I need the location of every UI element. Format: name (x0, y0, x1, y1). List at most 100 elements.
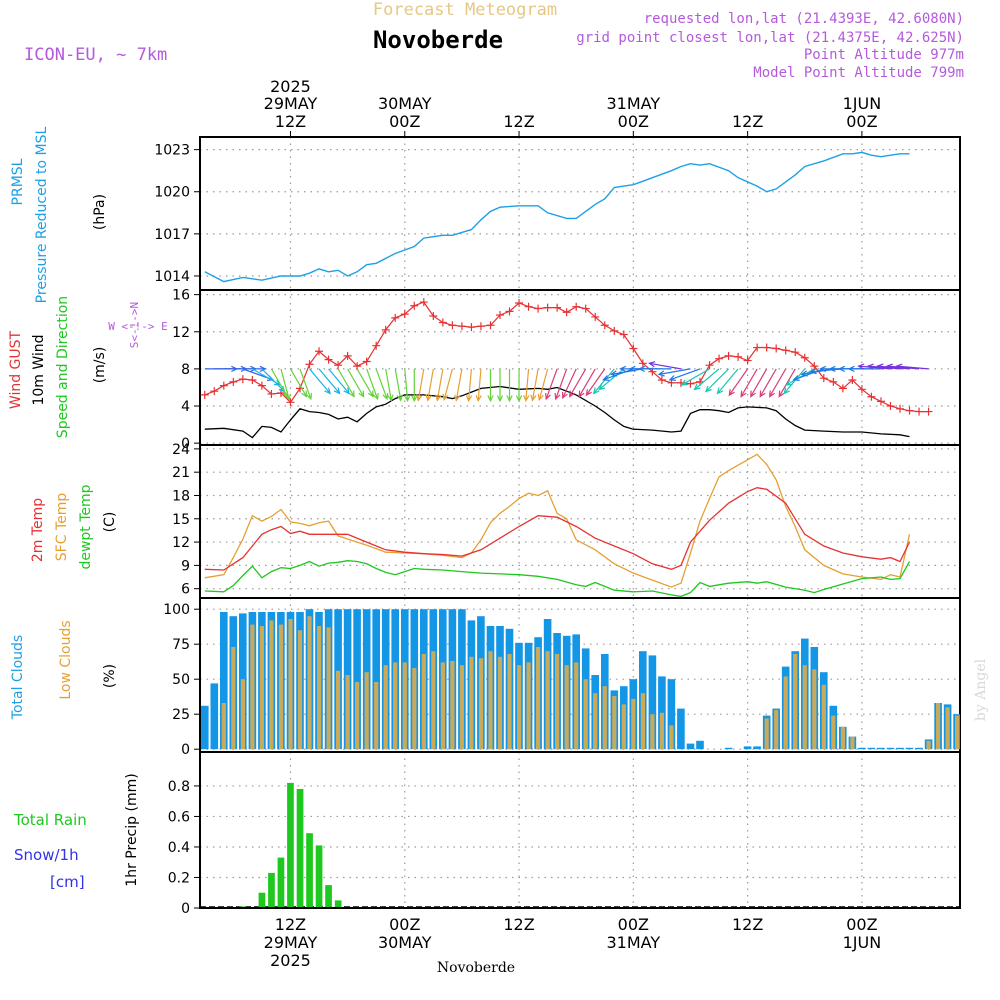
gust-marker-44 (619, 330, 628, 339)
wind-arrow-52 (668, 368, 701, 381)
wind-arrow-73 (866, 363, 901, 370)
wind-arrow-76 (895, 363, 929, 370)
total-cloud-bar-51 (686, 743, 695, 750)
requested-coords: requested lon,lat (21.4393E, 42.6080N) (644, 11, 964, 27)
ytick-label-temp-5: 21 (172, 465, 190, 481)
gust-marker-73 (896, 404, 904, 413)
wind-arrow-56 (716, 368, 739, 395)
total-cloud-bar-47 (648, 655, 657, 750)
gust-marker-25 (438, 318, 447, 327)
top-time-label-1-2: 00Z (389, 112, 420, 131)
wind-label-10m: 10m Wind (31, 334, 47, 405)
low-cloud-bar-3 (231, 647, 236, 750)
ytick-label-clouds-4: 100 (163, 602, 190, 618)
wind-arrow-28 (465, 368, 473, 403)
gust-marker-57 (743, 356, 752, 365)
wind-arrow-36 (537, 368, 549, 402)
low-cloud-bar-2 (221, 703, 226, 750)
rain-bar-0 (239, 906, 247, 907)
total-cloud-bar-74 (905, 747, 914, 750)
wind-label-gust: Wind GUST (8, 330, 24, 409)
low-cloud-bar-68 (850, 736, 855, 750)
low-cloud-bar-63 (802, 665, 807, 750)
low-cloud-bar-49 (669, 725, 674, 750)
total-cloud-bar-71 (877, 747, 885, 750)
gust-marker-42 (600, 321, 609, 330)
low-cloud-bar-12 (317, 626, 322, 750)
wind-arrow-27 (454, 368, 463, 402)
rain-bar-1 (258, 892, 266, 907)
ytick-label-temp-1: 9 (181, 558, 190, 574)
gust-marker-6 (257, 381, 266, 390)
low-cloud-bar-65 (821, 684, 826, 750)
low-cloud-bar-66 (831, 715, 836, 750)
rain-bar-8 (325, 885, 332, 907)
bottom-time-label-1-0: 00Z (389, 915, 420, 934)
ytick-label-wind-2: 8 (181, 362, 190, 378)
gust-marker-36 (543, 303, 552, 312)
low-cloud-bar-28 (469, 656, 474, 750)
wind-arrow-61 (768, 368, 787, 398)
sfc-temp-line (204, 453, 911, 588)
wind-unit: (m/s) (92, 347, 108, 384)
gust-marker-27 (457, 322, 466, 331)
gust-marker-37 (553, 303, 562, 312)
wind-arrow-16 (356, 368, 374, 398)
wind-arrow-23 (416, 368, 425, 402)
panel-pressure: 1014 1017 1020 1023 (154, 136, 961, 291)
wind-side-labels: Wind GUST 10m Wind Speed and Direction (… (8, 296, 168, 438)
pressure-unit: (hPa) (92, 194, 108, 230)
gust-marker-40 (581, 304, 590, 313)
wind-arrow-71 (847, 365, 881, 373)
low-cloud-bar-7 (269, 620, 274, 750)
wind-arrow-74 (876, 363, 910, 370)
gust-marker-12 (315, 347, 324, 356)
gust-marker-43 (610, 326, 619, 335)
gust-marker-72 (886, 402, 895, 411)
low-cloud-bar-26 (450, 661, 455, 750)
wind-arrow-53 (680, 368, 710, 386)
total-cloud-bar-2 (220, 612, 228, 750)
wind-arrow-59 (750, 368, 768, 398)
gust-marker-21 (400, 310, 409, 319)
gust-marker-24 (429, 311, 438, 320)
model-label: ICON-EU, ~ 7km (24, 45, 167, 65)
total-cloud-bar-0 (201, 705, 209, 750)
wind-arrow-21 (403, 368, 411, 403)
low-cloud-bar-67 (840, 726, 845, 750)
wind-arrow-72 (857, 363, 891, 370)
ytick-label-precip-0: 0 (181, 901, 190, 917)
low-cloud-bar-21 (402, 662, 407, 750)
wind-arrow-22 (411, 368, 418, 403)
panel-temp: 6 9 12 15 18 21 24 (172, 442, 961, 599)
gust-marker-59 (762, 343, 771, 352)
gust-marker-14 (334, 361, 343, 370)
gust-marker-20 (391, 313, 400, 322)
wind-arrow-9 (289, 368, 308, 398)
wind-arrow-60 (759, 368, 777, 398)
gust-marker-76 (924, 407, 933, 416)
top-time-label-0-0: 2025 (270, 77, 311, 96)
gust-marker-71 (876, 397, 885, 406)
low-cloud-bar-36 (545, 651, 550, 750)
point-altitude: Point Altitude 977m (804, 47, 964, 63)
wind-arrow-20 (394, 368, 403, 402)
total-cloud-bar-16 (353, 609, 361, 750)
low-cloud-bar-64 (812, 669, 817, 750)
low-cloud-bar-61 (783, 676, 788, 750)
gust-marker-68 (848, 376, 857, 385)
wind-arrow-35 (530, 368, 539, 402)
top-time-label-3-2: 00Z (618, 112, 649, 131)
low-cloud-bar-80 (965, 707, 969, 749)
low-cloud-bar-76 (926, 740, 931, 750)
gust-marker-64 (810, 362, 819, 371)
watermark: by Angel (973, 658, 989, 721)
total-cloud-bar-50 (677, 708, 685, 750)
wind-arrow-40 (568, 368, 587, 398)
pressure-line (204, 151, 910, 283)
wind-arrow-34 (523, 368, 530, 403)
forecast-title: Forecast Meteogram (373, 0, 557, 20)
gust-marker-58 (753, 343, 762, 352)
